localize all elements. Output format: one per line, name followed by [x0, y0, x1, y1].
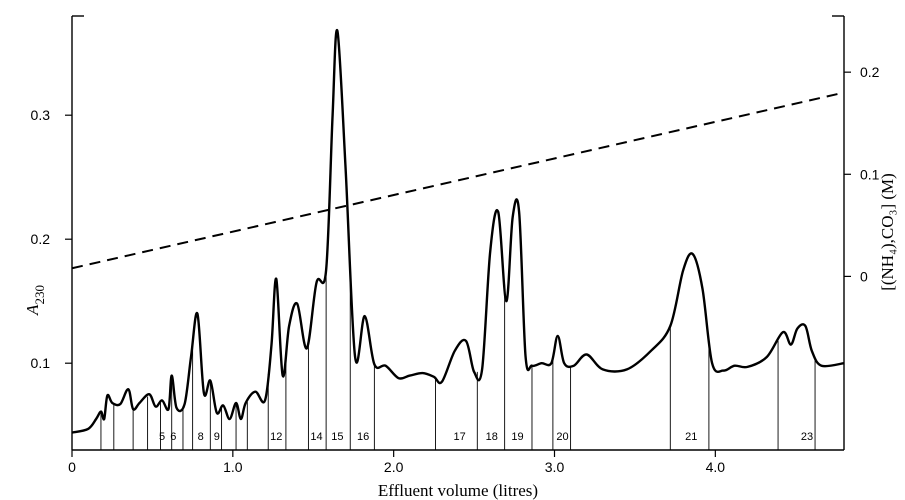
fraction-label: 6 [170, 431, 176, 443]
fraction-label: 21 [685, 431, 697, 443]
y-tick-label: 0.3 [31, 107, 51, 123]
fraction-label: 17 [453, 431, 465, 443]
x-tick-label: 3.0 [545, 459, 565, 475]
x-tick-label: 4.0 [706, 459, 726, 475]
y2-tick-label: 0.1 [860, 166, 880, 182]
fraction-label: 8 [198, 431, 204, 443]
y-axis-label-main: A [23, 304, 42, 316]
gradient-line [71, 91, 845, 270]
x-tick-label: 0 [68, 459, 76, 475]
fraction-label: 18 [486, 431, 498, 443]
fraction-label: 16 [357, 431, 369, 443]
y2-tick-label: 0.2 [860, 64, 880, 80]
y-tick-label: 0.2 [31, 231, 51, 247]
absorbance-curve [71, 28, 845, 434]
y2-axis-label-group: [(NH₄),CO₃] (M) [878, 173, 897, 291]
y-tick-label: 0.1 [31, 355, 51, 371]
fraction-label: 20 [556, 431, 568, 443]
fraction-label: 23 [801, 431, 813, 443]
y2-axis-label: [(NH₄),CO₃] (M) [878, 173, 897, 291]
fraction-label: 5 [159, 431, 165, 443]
x-tick-label: 1.0 [223, 459, 243, 475]
y-axis-label-subscript: 230 [32, 285, 47, 305]
x-axis-label: Effluent volume (litres) [378, 481, 538, 500]
y-axis-label-group: A230 [23, 285, 47, 316]
fraction-label: 9 [214, 431, 220, 443]
tick-group: 0 1.0 2.0 3.0 4.0 0.1 0.2 0.3 0 0.1 0.2 [31, 64, 880, 475]
fraction-label: 19 [511, 431, 523, 443]
fraction-label: 15 [331, 431, 343, 443]
fraction-markers: 5 6 8 9 12 14 15 16 17 18 19 20 21 23 [100, 261, 816, 450]
y2-tick-label: 0 [860, 268, 868, 284]
fraction-label: 12 [270, 431, 282, 443]
x-tick-label: 2.0 [384, 459, 404, 475]
y-axis-label: A230 [23, 285, 47, 316]
fraction-label: 14 [310, 431, 322, 443]
